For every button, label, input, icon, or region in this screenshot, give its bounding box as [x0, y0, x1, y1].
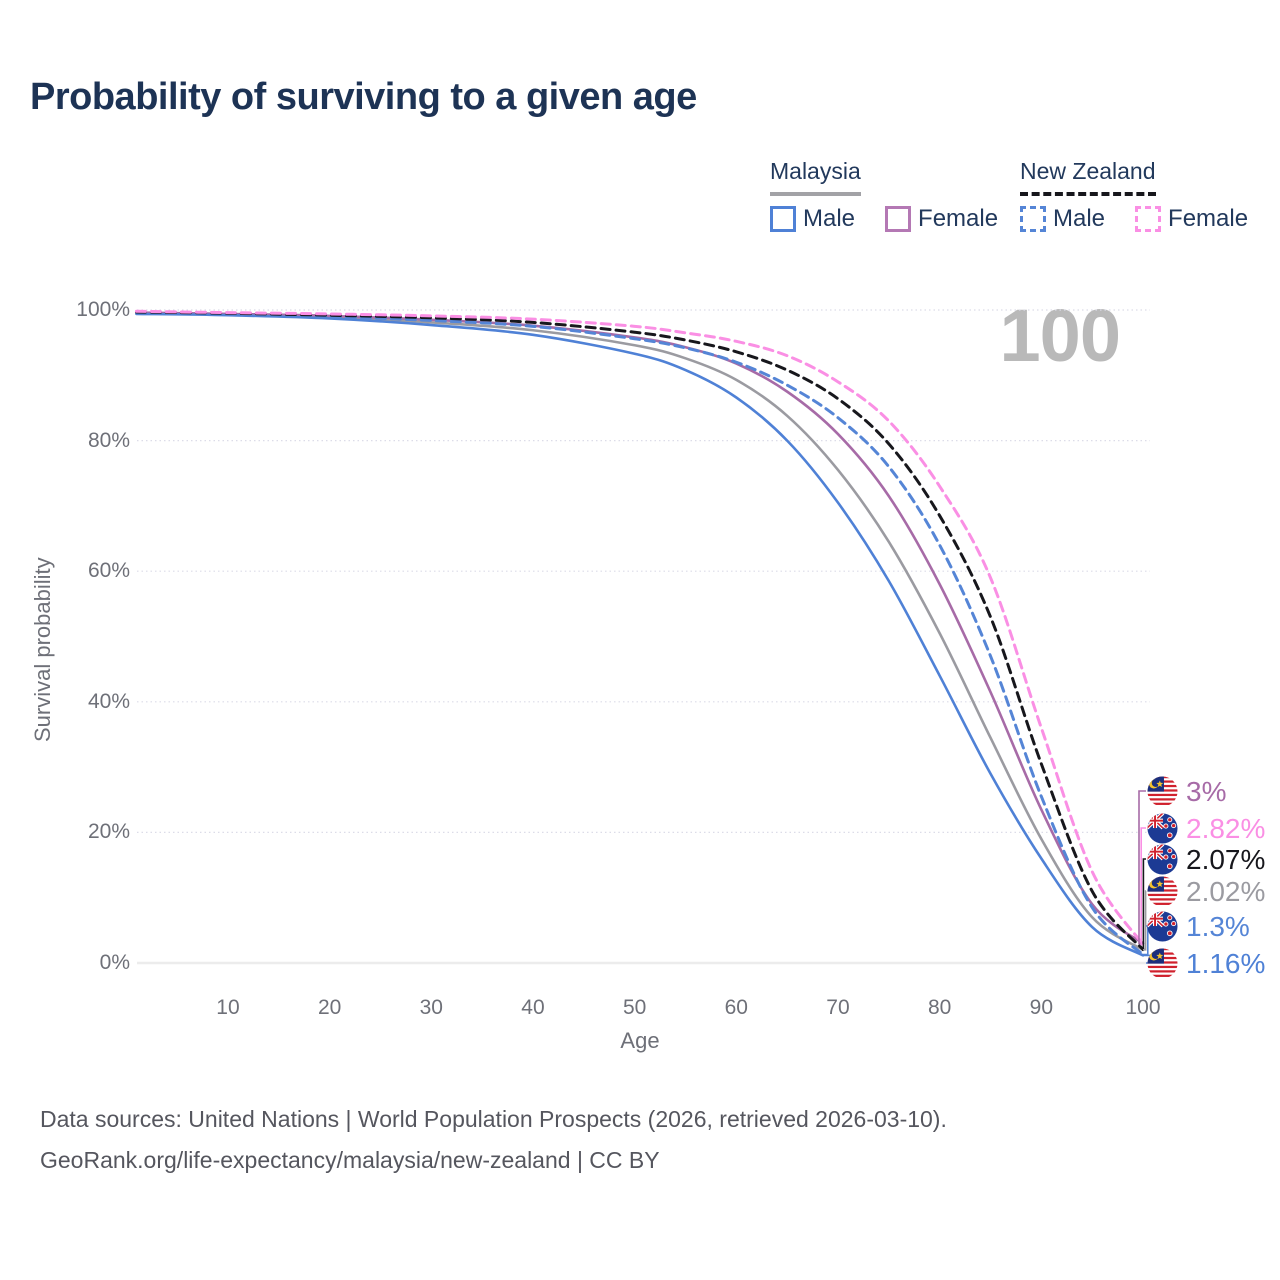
- end-label-row-malaysia-both-sexes: 2.02%: [1147, 875, 1266, 907]
- legend-group-malaysia: Malaysia Male Female: [770, 158, 998, 233]
- series-line-malaysia-male: [135, 312, 1145, 957]
- y-tick-label: 20%: [87, 820, 130, 844]
- end-label-value: 1.3%: [1186, 910, 1250, 942]
- new-zealand-flag-icon: [1147, 813, 1178, 844]
- x-tick-label: 10: [216, 996, 240, 1019]
- end-label-value: 2.82%: [1186, 812, 1266, 844]
- page-title: Probability of surviving to a given age: [30, 76, 697, 118]
- end-label-value: 2.02%: [1186, 875, 1266, 907]
- x-tick-label: 30: [419, 996, 443, 1019]
- new-zealand-flag-icon: [1147, 911, 1178, 942]
- series-line-malaysia-female: [135, 311, 1145, 945]
- malaysia-male-swatch-icon: [770, 206, 796, 232]
- series-line-new-zealand-female: [134, 309, 1145, 947]
- end-label-row-malaysia-male: 1.16%: [1147, 947, 1266, 979]
- end-label-connector: [1143, 925, 1149, 956]
- y-tick-label: 80%: [87, 428, 130, 452]
- end-label-value: 2.07%: [1186, 843, 1266, 875]
- footer-source-line: Data sources: United Nations | World Pop…: [40, 1106, 947, 1132]
- series-line-new-zealand-both-sexes: [134, 310, 1145, 951]
- end-label-row-new-zealand-both-sexes: 2.07%: [1147, 843, 1266, 875]
- x-tick-label: 40: [521, 996, 545, 1019]
- legend-item-label: Female: [918, 205, 999, 232]
- y-tick-label: 40%: [87, 689, 130, 713]
- series-line-malaysia-both-sexes: [135, 311, 1145, 952]
- legend-header-new-zealand[interactable]: New Zealand: [1020, 158, 1156, 196]
- y-tick-label: 0%: [99, 951, 130, 974]
- malaysia-flag-icon: [1147, 876, 1178, 907]
- end-label-value: 1.16%: [1186, 947, 1266, 979]
- legend-item-label: Male: [803, 205, 856, 232]
- malaysia-female-swatch-icon: [885, 206, 912, 232]
- legend-item-label: Male: [1053, 205, 1106, 232]
- end-label-row-malaysia-female: 3%: [1147, 775, 1227, 807]
- legend-item-new-zealand-female[interactable]: Female: [1135, 205, 1248, 233]
- end-label-connector: [1143, 890, 1147, 951]
- y-tick-label: 100%: [76, 298, 130, 321]
- x-tick-label: 90: [1029, 996, 1053, 1019]
- malaysia-flag-icon: [1147, 776, 1178, 807]
- x-tick-label: 100: [1125, 996, 1161, 1019]
- series-line-new-zealand-male: [134, 311, 1145, 957]
- x-axis-title: Age: [620, 1028, 660, 1053]
- legend-group-new-zealand: New Zealand Male Female: [1020, 158, 1248, 233]
- x-tick-label: 20: [317, 996, 342, 1019]
- end-label-row-new-zealand-male: 1.3%: [1147, 910, 1250, 942]
- end-label-row-new-zealand-female: 2.82%: [1147, 812, 1266, 844]
- new-zealand-female-swatch-icon: [1135, 206, 1162, 232]
- x-tick-label: 60: [724, 996, 748, 1019]
- x-tick-label: 50: [622, 996, 647, 1019]
- y-axis-title: Survival probability: [30, 557, 55, 743]
- legend-item-malaysia-female[interactable]: Female: [885, 205, 998, 233]
- legend-item-label: Female: [1168, 205, 1249, 232]
- x-tick-label: 70: [826, 996, 850, 1019]
- y-tick-label: 60%: [87, 559, 130, 583]
- footer-attribution-line: GeoRank.org/life-expectancy/malaysia/new…: [40, 1147, 660, 1173]
- x-tick-label: 80: [927, 996, 952, 1019]
- legend-item-malaysia-male[interactable]: Male: [770, 205, 855, 233]
- new-zealand-male-swatch-icon: [1020, 206, 1046, 232]
- legend-item-new-zealand-male[interactable]: Male: [1020, 205, 1105, 233]
- malaysia-flag-icon: [1147, 948, 1178, 979]
- legend-header-malaysia[interactable]: Malaysia: [770, 158, 861, 196]
- end-label-connector: [1140, 827, 1146, 946]
- new-zealand-flag-icon: [1147, 844, 1178, 875]
- end-label-value: 3%: [1186, 775, 1227, 807]
